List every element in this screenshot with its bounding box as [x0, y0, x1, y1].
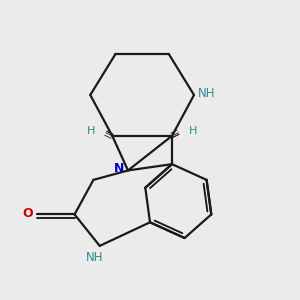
Text: N: N [114, 162, 124, 176]
Text: H: H [189, 126, 198, 136]
Text: NH: NH [198, 87, 215, 100]
Text: NH: NH [86, 250, 104, 264]
Text: O: O [22, 207, 33, 220]
Text: H: H [87, 126, 95, 136]
